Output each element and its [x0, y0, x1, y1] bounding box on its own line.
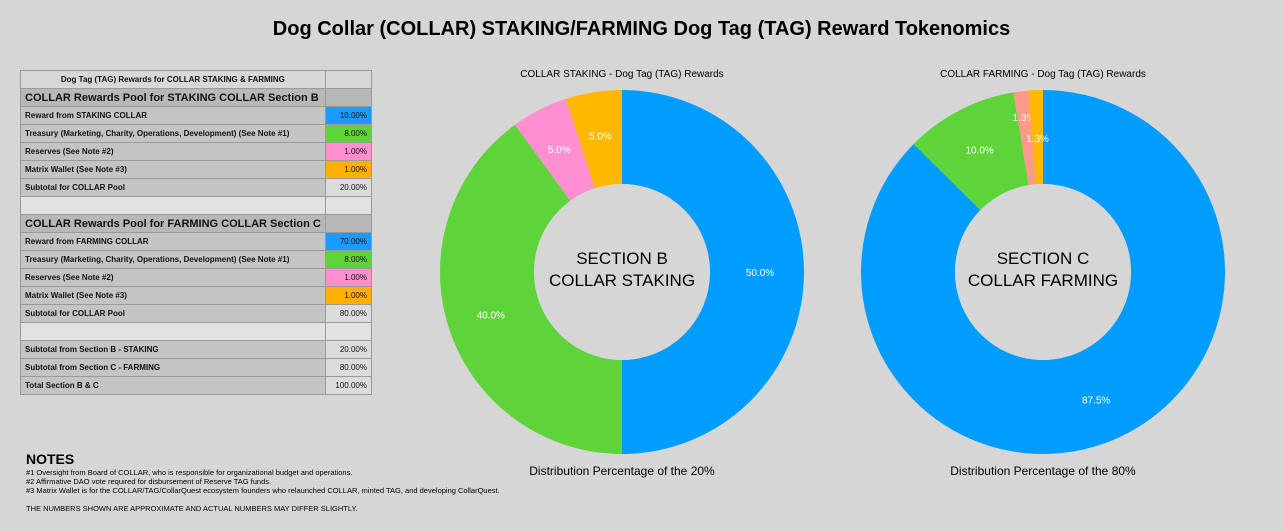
row-value: 1.00% — [324, 286, 373, 305]
center-text: COLLAR STAKING — [549, 271, 695, 290]
slice-label: 5.0% — [589, 132, 612, 143]
donut-slice — [439, 124, 622, 454]
table-row: Treasury (Marketing, Charity, Operations… — [20, 124, 373, 143]
notes-heading: NOTES — [26, 451, 75, 467]
table-row: Total Section B & C 100.00% — [20, 376, 373, 395]
cell — [324, 322, 373, 341]
row-value: 100.00% — [324, 376, 373, 395]
row-value: 8.00% — [324, 250, 373, 269]
table-row: Treasury (Marketing, Charity, Operations… — [20, 250, 373, 269]
row-label: Treasury (Marketing, Charity, Operations… — [20, 250, 326, 269]
donut-hole — [955, 184, 1131, 360]
center-text: SECTION B — [576, 249, 668, 268]
slice-label: 1.3% — [1013, 113, 1036, 124]
row-value: 1.00% — [324, 268, 373, 287]
row-value: 80.00% — [324, 358, 373, 377]
row-label: Matrix Wallet (See Note #3) — [20, 286, 326, 305]
table-title-row: Dog Tag (TAG) Rewards for COLLAR STAKING… — [20, 70, 373, 89]
chart-title: COLLAR FARMING - Dog Tag (TAG) Rewards — [940, 69, 1146, 80]
chart-title: COLLAR STAKING - Dog Tag (TAG) Rewards — [520, 69, 723, 80]
spacer-row — [20, 322, 373, 341]
donut-slice — [1013, 90, 1036, 186]
row-value: 20.00% — [324, 340, 373, 359]
chart-subtitle: Distribution Percentage of the 20% — [529, 464, 715, 478]
row-value: 80.00% — [324, 304, 373, 323]
center-text: SECTION C — [997, 249, 1090, 268]
donut-slice — [515, 98, 595, 201]
row-label: Subtotal for COLLAR Pool — [20, 304, 326, 323]
row-value: 20.00% — [324, 178, 373, 197]
disclaimer: THE NUMBERS SHOWN ARE APPROXIMATE AND AC… — [26, 504, 358, 513]
page-title: Dog Collar (COLLAR) STAKING/FARMING Dog … — [272, 18, 1011, 40]
row-value: 1.00% — [324, 142, 373, 161]
cell — [324, 196, 373, 215]
row-label: Matrix Wallet (See Note #3) — [20, 160, 326, 179]
slice-label: 10.0% — [965, 145, 993, 156]
note: #1 Oversight from Board of COLLAR, who i… — [26, 468, 353, 477]
row-value: 8.00% — [324, 124, 373, 143]
table-row: Matrix Wallet (See Note #3) 1.00% — [20, 286, 373, 305]
note: #3 Matrix Wallet is for the COLLAR/TAG/C… — [26, 486, 500, 495]
notes: NOTES #1 Oversight from Board of COLLAR,… — [26, 450, 500, 513]
table-row: Reserves (See Note #2) 1.00% — [20, 268, 373, 287]
row-value: 70.00% — [324, 232, 373, 251]
donut-slice — [565, 90, 622, 189]
note: #2 Affirmative DAO vote required for dis… — [26, 477, 272, 486]
table-row: Matrix Wallet (See Note #3) 1.00% — [20, 160, 373, 179]
donut-slice — [913, 92, 1029, 211]
row-label: Total Section B & C — [20, 376, 326, 395]
table-title: Dog Tag (TAG) Rewards for COLLAR STAKING… — [20, 70, 326, 89]
slice-label: 50.0% — [746, 268, 774, 279]
chart-subtitle: Distribution Percentage of the 80% — [950, 464, 1136, 478]
table-row: Reward from STAKING COLLAR 10.00% — [20, 106, 373, 125]
slice-label: 87.5% — [1082, 395, 1110, 406]
row-label: Reward from STAKING COLLAR — [20, 106, 326, 125]
slice-label: 5.0% — [548, 145, 571, 156]
row-value: 10.00% — [324, 106, 373, 125]
row-label: Reward from FARMING COLLAR — [20, 232, 326, 251]
cell — [324, 70, 373, 89]
donut-hole — [534, 184, 710, 360]
row-label: Treasury (Marketing, Charity, Operations… — [20, 124, 326, 143]
donut-slice — [1028, 90, 1043, 185]
slice-label: 1.3% — [1026, 134, 1049, 145]
rewards-table: Dog Tag (TAG) Rewards for COLLAR STAKING… — [20, 70, 373, 395]
center-text: COLLAR FARMING — [968, 271, 1118, 290]
slice-label: 40.0% — [477, 311, 505, 322]
table-row: Reward from FARMING COLLAR 70.00% — [20, 232, 373, 251]
donut-slice — [861, 90, 1226, 454]
donut-slice — [622, 90, 804, 454]
spacer-row — [20, 196, 373, 215]
table-row: Subtotal for COLLAR Pool 80.00% — [20, 304, 373, 323]
